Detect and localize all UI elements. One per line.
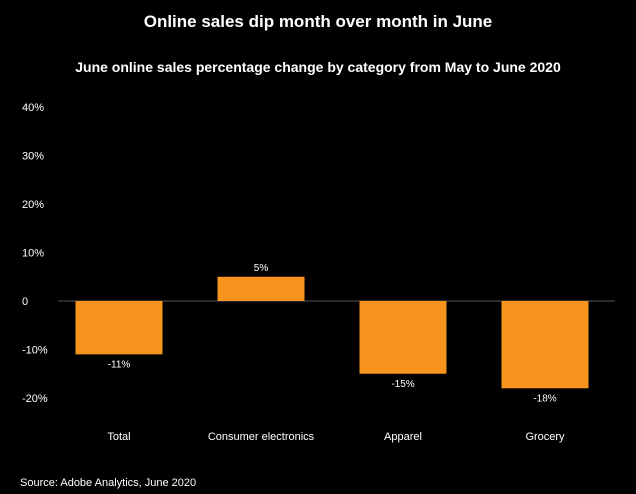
y-tick-label: 20%	[22, 199, 44, 211]
chart-title: Online sales dip month over month in Jun…	[144, 12, 493, 31]
source-note: Source: Adobe Analytics, June 2020	[20, 477, 196, 489]
data-label: -11%	[108, 359, 131, 370]
category-labels: Total Consumer electronics Apparel Grocery	[107, 431, 565, 443]
bar-consumer-electronics	[217, 276, 305, 301]
y-axis-ticks: 40% 30% 20% 10% 0 -10% -20%	[22, 102, 48, 405]
bar-total	[75, 301, 163, 355]
y-tick-label: 10%	[22, 248, 44, 260]
chart-subtitle: June online sales percentage change by c…	[75, 59, 561, 75]
y-tick-label: -20%	[22, 393, 48, 405]
y-tick-label: -10%	[22, 345, 48, 357]
y-tick-label: 40%	[22, 102, 44, 114]
x-tick-label: Total	[107, 431, 130, 443]
x-tick-label: Apparel	[384, 431, 422, 443]
bar-series: -11% 5% -15% -18%	[75, 263, 589, 404]
data-label: -15%	[391, 379, 414, 390]
x-tick-label: Grocery	[525, 431, 565, 443]
y-tick-label: 30%	[22, 151, 44, 163]
data-label: -18%	[533, 393, 556, 404]
data-label: 5%	[254, 263, 269, 274]
y-tick-label: 0	[22, 296, 28, 308]
x-tick-label: Consumer electronics	[208, 431, 315, 443]
bar-grocery	[501, 301, 589, 389]
bar-apparel	[359, 301, 447, 374]
